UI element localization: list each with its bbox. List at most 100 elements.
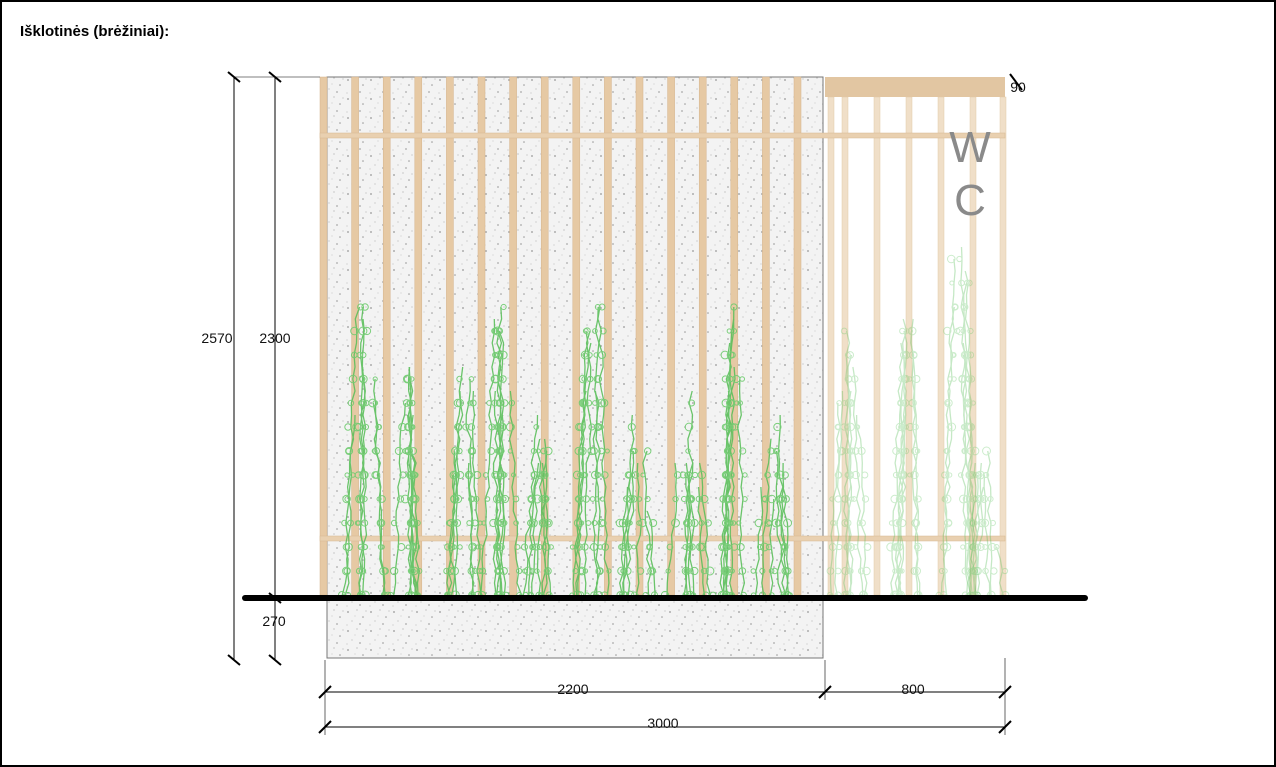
leaf <box>531 471 539 479</box>
leaf <box>691 471 699 479</box>
leaf <box>967 375 976 383</box>
leaf <box>951 303 959 311</box>
leaf <box>899 495 906 503</box>
leaf <box>673 471 682 479</box>
leaf <box>966 567 974 575</box>
leaf <box>886 542 896 552</box>
leaf <box>943 326 952 336</box>
leaf <box>581 471 589 479</box>
leaf <box>501 496 507 502</box>
vine <box>467 462 475 596</box>
leaf <box>901 399 910 407</box>
vine <box>531 438 542 596</box>
leaf <box>453 472 459 478</box>
leaf <box>355 520 362 526</box>
vine <box>896 330 908 596</box>
leaf <box>720 350 730 360</box>
leaf <box>736 520 742 526</box>
leaf <box>828 543 837 551</box>
leaf <box>892 568 898 574</box>
leaf <box>990 567 998 575</box>
leaf <box>888 520 895 526</box>
leaf <box>969 519 978 527</box>
leaf <box>980 495 988 503</box>
leaf <box>581 543 589 551</box>
leaf <box>895 520 902 526</box>
leaf <box>907 472 913 478</box>
leaf <box>840 495 849 503</box>
leaf <box>912 374 921 384</box>
leaf <box>361 303 369 311</box>
leaf <box>498 518 507 528</box>
leaf <box>594 304 601 310</box>
vine <box>393 402 406 596</box>
leaf <box>726 446 735 456</box>
leaf <box>858 519 866 527</box>
leaf <box>966 447 975 455</box>
leaf <box>679 471 687 479</box>
leaf <box>846 567 854 575</box>
leaf <box>911 519 920 527</box>
leaf <box>398 422 407 432</box>
leaf <box>359 470 369 480</box>
leaf <box>844 423 852 431</box>
plant <box>935 246 982 599</box>
leaf <box>897 447 904 455</box>
vine <box>361 366 368 596</box>
leaf <box>846 542 855 552</box>
leaf <box>451 519 459 527</box>
leaf <box>486 400 493 406</box>
leaf <box>852 544 859 550</box>
leaf <box>579 520 585 526</box>
leaf <box>974 543 982 551</box>
leaf <box>761 496 768 502</box>
leaf <box>1001 567 1009 575</box>
leaf <box>456 375 463 383</box>
leaf <box>390 566 399 576</box>
leaf <box>958 472 964 478</box>
vine <box>898 414 907 596</box>
leaf <box>726 351 735 359</box>
leaf <box>963 422 973 432</box>
vine <box>646 510 656 596</box>
leaf <box>581 376 588 382</box>
leaf <box>909 350 918 360</box>
leaf <box>907 326 917 336</box>
leaf <box>593 352 599 358</box>
vine <box>910 330 919 596</box>
leaf <box>960 544 966 550</box>
leaf <box>945 400 951 406</box>
leaf <box>375 423 382 431</box>
leaf <box>700 494 709 504</box>
leaf <box>730 303 738 311</box>
leaf <box>542 543 551 551</box>
leaf <box>947 422 957 432</box>
vine <box>896 354 907 596</box>
leaf <box>861 471 869 479</box>
leaf <box>965 470 974 480</box>
leaf <box>493 352 499 358</box>
slat <box>477 76 486 596</box>
leaf <box>780 543 789 551</box>
leaf <box>844 398 854 408</box>
leaf <box>731 423 739 431</box>
leaf <box>499 448 505 454</box>
leaf <box>892 542 901 552</box>
leaf <box>378 495 386 503</box>
leaf <box>896 568 903 574</box>
dimension-label: 2570 <box>201 330 232 346</box>
leaf <box>840 327 848 335</box>
leaf <box>754 518 764 528</box>
leaf <box>893 519 901 527</box>
leaf <box>548 544 554 550</box>
leaf <box>900 471 908 479</box>
leaf <box>912 423 919 431</box>
leaf <box>826 567 835 575</box>
leaf <box>527 519 535 527</box>
vine <box>974 462 982 596</box>
leaf <box>966 422 975 432</box>
leaf <box>771 567 778 575</box>
vine <box>736 378 746 596</box>
leaf <box>973 566 982 576</box>
leaf <box>698 520 705 526</box>
